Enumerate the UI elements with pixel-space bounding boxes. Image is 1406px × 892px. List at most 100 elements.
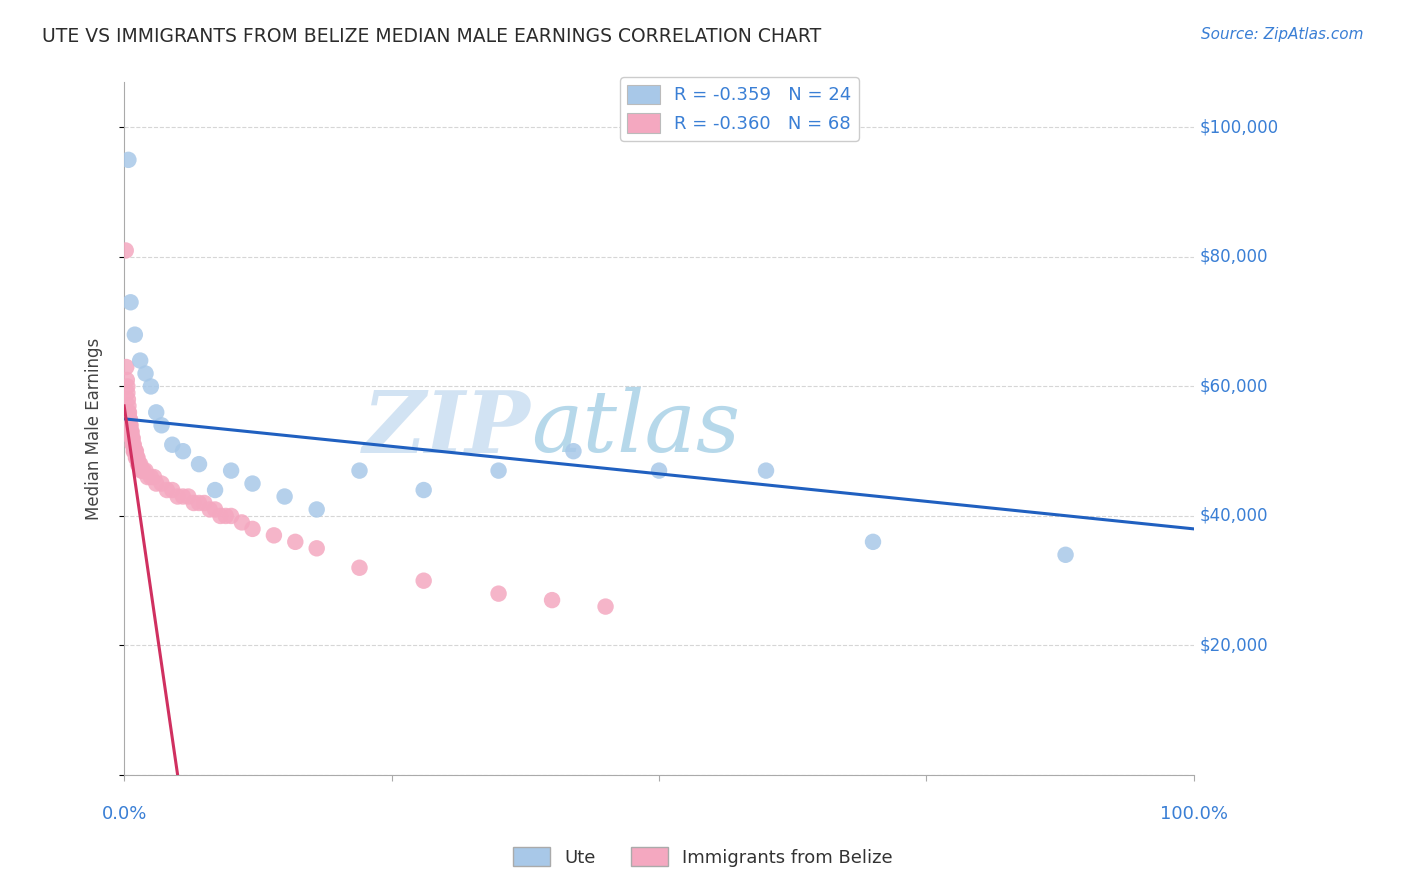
Text: Source: ZipAtlas.com: Source: ZipAtlas.com [1201,27,1364,42]
Point [124,444,146,458]
Point [488,587,510,601]
Point [124,444,146,458]
Point [135,367,157,381]
Point [284,534,307,549]
Point [118,412,141,426]
Point [121,431,143,445]
Point [219,464,242,478]
Point [127,450,149,465]
Point [115,359,138,374]
Point [125,450,148,465]
Point [120,418,142,433]
Point [121,425,143,439]
Point [121,431,143,445]
Point [595,599,617,614]
Point [263,528,285,542]
Point [128,457,150,471]
Point [139,379,162,393]
Point [118,412,141,426]
Point [562,444,585,458]
Text: $20,000: $20,000 [1199,636,1268,655]
Legend: R = -0.359   N = 24, R = -0.360   N = 68: R = -0.359 N = 24, R = -0.360 N = 68 [620,78,859,141]
Point [129,457,152,471]
Point [166,490,188,504]
Point [755,464,778,478]
Point [125,444,148,458]
Legend: Ute, Immigrants from Belize: Ute, Immigrants from Belize [506,840,900,874]
Point [188,496,211,510]
Point [172,490,194,504]
Point [118,418,141,433]
Point [117,386,139,401]
Point [1054,548,1077,562]
Y-axis label: Median Male Earnings: Median Male Earnings [86,337,103,520]
Point [204,502,226,516]
Point [136,470,159,484]
Point [135,464,157,478]
Point [124,327,146,342]
Text: $60,000: $60,000 [1199,377,1268,395]
Text: atlas: atlas [530,387,740,470]
Text: ZIP: ZIP [363,387,530,470]
Point [412,483,434,497]
Point [198,502,221,516]
Point [114,244,136,258]
Point [162,438,184,452]
Point [242,522,264,536]
Point [117,392,139,407]
Text: $40,000: $40,000 [1199,507,1268,525]
Point [145,405,167,419]
Point [125,450,148,465]
Point [122,444,145,458]
Point [132,464,155,478]
Point [115,373,138,387]
Point [648,464,671,478]
Point [131,464,153,478]
Point [121,438,143,452]
Point [242,476,264,491]
Point [150,476,173,491]
Point [150,418,173,433]
Text: 100.0%: 100.0% [1160,805,1227,823]
Text: UTE VS IMMIGRANTS FROM BELIZE MEDIAN MALE EARNINGS CORRELATION CHART: UTE VS IMMIGRANTS FROM BELIZE MEDIAN MAL… [42,27,821,45]
Point [129,464,152,478]
Point [124,444,146,458]
Point [188,457,211,471]
Point [117,379,139,393]
Point [117,399,139,413]
Point [862,534,884,549]
Point [117,153,139,167]
Point [118,412,141,426]
Point [120,425,142,439]
Point [162,483,184,497]
Point [125,450,148,465]
Point [541,593,564,607]
Point [349,560,371,574]
Point [412,574,434,588]
Point [177,490,200,504]
Point [122,438,145,452]
Point [488,464,510,478]
Point [219,508,242,523]
Point [118,405,141,419]
Point [183,496,205,510]
Point [117,405,139,419]
Point [231,516,253,530]
Point [349,464,371,478]
Point [172,444,194,458]
Point [273,490,295,504]
Text: $80,000: $80,000 [1199,248,1268,266]
Point [193,496,215,510]
Point [204,483,226,497]
Point [120,295,142,310]
Point [127,457,149,471]
Point [305,541,328,556]
Point [120,425,142,439]
Point [305,502,328,516]
Point [215,508,238,523]
Text: $100,000: $100,000 [1199,119,1278,136]
Point [209,508,232,523]
Point [156,483,179,497]
Point [139,470,162,484]
Point [145,476,167,491]
